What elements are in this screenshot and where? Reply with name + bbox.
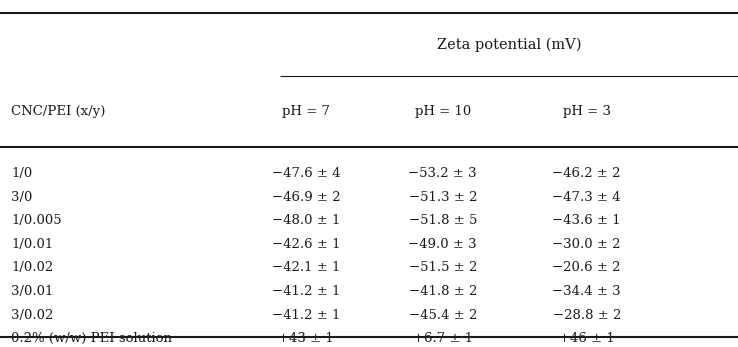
Text: 1/0.02: 1/0.02 bbox=[11, 261, 53, 274]
Text: CNC/PEI (x/y): CNC/PEI (x/y) bbox=[11, 104, 106, 118]
Text: −41.2 ± 1: −41.2 ± 1 bbox=[272, 285, 340, 298]
Text: 3/0.01: 3/0.01 bbox=[11, 285, 53, 298]
Text: −42.1 ± 1: −42.1 ± 1 bbox=[272, 261, 340, 274]
Text: −43.6 ± 1: −43.6 ± 1 bbox=[553, 214, 621, 227]
Text: −49.0 ± 3: −49.0 ± 3 bbox=[409, 238, 477, 251]
Text: −34.4 ± 3: −34.4 ± 3 bbox=[553, 285, 621, 298]
Text: +6.7 ± 1: +6.7 ± 1 bbox=[413, 332, 473, 345]
Text: −41.2 ± 1: −41.2 ± 1 bbox=[272, 308, 340, 322]
Text: −51.5 ± 2: −51.5 ± 2 bbox=[409, 261, 477, 274]
Text: 3/0: 3/0 bbox=[11, 191, 32, 204]
Text: −42.6 ± 1: −42.6 ± 1 bbox=[272, 238, 340, 251]
Text: −41.8 ± 2: −41.8 ± 2 bbox=[409, 285, 477, 298]
Text: −47.6 ± 4: −47.6 ± 4 bbox=[272, 167, 340, 180]
Text: pH = 7: pH = 7 bbox=[282, 104, 331, 118]
Text: pH = 3: pH = 3 bbox=[562, 104, 611, 118]
Text: 1/0.01: 1/0.01 bbox=[11, 238, 53, 251]
Text: −46.9 ± 2: −46.9 ± 2 bbox=[272, 191, 340, 204]
Text: 3/0.02: 3/0.02 bbox=[11, 308, 53, 322]
Text: −46.2 ± 2: −46.2 ± 2 bbox=[553, 167, 621, 180]
Text: −51.3 ± 2: −51.3 ± 2 bbox=[409, 191, 477, 204]
Text: −28.8 ± 2: −28.8 ± 2 bbox=[553, 308, 621, 322]
Text: +43 ± 1: +43 ± 1 bbox=[278, 332, 334, 345]
Text: 0.2% (w/w) PEI solution: 0.2% (w/w) PEI solution bbox=[11, 332, 172, 345]
Text: −48.0 ± 1: −48.0 ± 1 bbox=[272, 214, 340, 227]
Text: pH = 10: pH = 10 bbox=[415, 104, 471, 118]
Text: 1/0.005: 1/0.005 bbox=[11, 214, 62, 227]
Text: −47.3 ± 4: −47.3 ± 4 bbox=[553, 191, 621, 204]
Text: 1/0: 1/0 bbox=[11, 167, 32, 180]
Text: −20.6 ± 2: −20.6 ± 2 bbox=[553, 261, 621, 274]
Text: −30.0 ± 2: −30.0 ± 2 bbox=[553, 238, 621, 251]
Text: −53.2 ± 3: −53.2 ± 3 bbox=[409, 167, 477, 180]
Text: −51.8 ± 5: −51.8 ± 5 bbox=[409, 214, 477, 227]
Text: Zeta potential (mV): Zeta potential (mV) bbox=[437, 38, 582, 52]
Text: −45.4 ± 2: −45.4 ± 2 bbox=[409, 308, 477, 322]
Text: +46 ± 1: +46 ± 1 bbox=[559, 332, 615, 345]
